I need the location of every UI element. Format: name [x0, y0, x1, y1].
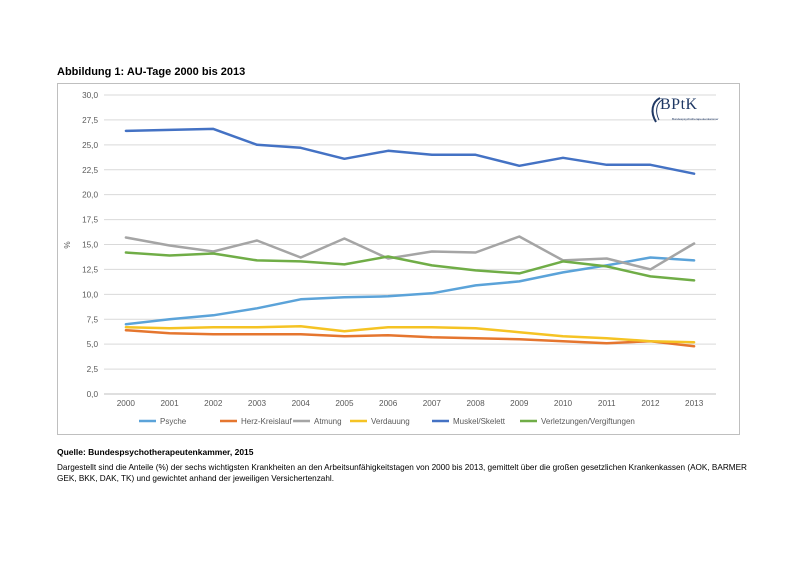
grid-lines [104, 94, 716, 395]
y-tick-label: 10,0 [82, 290, 98, 299]
x-tick-label: 2005 [335, 399, 354, 408]
y-tick-label: 22,5 [82, 166, 98, 175]
series-line-muskel-skelett [124, 127, 696, 175]
y-tick-label: 5,0 [87, 340, 99, 349]
legend-item: Verdauung [350, 417, 410, 426]
legend-label: Psyche [160, 417, 187, 426]
y-tick-label: 20,0 [82, 191, 98, 200]
logo-swoosh-icon [651, 97, 663, 123]
legend-item: Herz-Kreislauf [220, 417, 292, 426]
x-tick-label: 2006 [379, 399, 398, 408]
x-axis-ticks: 2000 2001 2002 2003 2004 2005 2006 2007 2008 2009… [117, 399, 704, 408]
y-tick-label: 27,5 [82, 116, 98, 125]
y-tick-label: 30,0 [82, 91, 98, 100]
x-tick-label: 2008 [466, 399, 485, 408]
legend-item: Muskel/Skelett [432, 417, 506, 426]
figure-title: Abbildung 1: AU-Tage 2000 bis 2013 [57, 66, 246, 78]
legend-item: Atmung [293, 417, 342, 426]
y-axis-ticks: 0,0 2,5 5,0 7,5 10,0 12,5 15,0 17,5 20,0 22,5 25,0… [82, 91, 98, 399]
source-note: Quelle: Bundespsychotherapeutenkammer, 2… [57, 447, 254, 457]
x-tick-label: 2012 [641, 399, 660, 408]
series-line-atmung [124, 235, 696, 271]
x-tick-label: 2003 [248, 399, 267, 408]
y-axis-label: % [63, 241, 72, 248]
legend-item: Verletzungen/Vergiftungen [520, 417, 635, 426]
x-tick-label: 2000 [117, 399, 136, 408]
y-tick-label: 17,5 [82, 216, 98, 225]
x-tick-label: 2010 [554, 399, 573, 408]
series-line-verdauung [124, 324, 696, 344]
x-tick-label: 2007 [423, 399, 442, 408]
chart-frame [57, 83, 740, 435]
legend: Psyche Herz-Kreislauf Atmung Verdauung Muske… [139, 417, 635, 426]
legend-label: Atmung [314, 417, 342, 426]
legend-label: Verdauung [371, 417, 410, 426]
y-tick-label: 25,0 [82, 141, 98, 150]
legend-label: Herz-Kreislauf [241, 417, 292, 426]
x-tick-label: 2013 [685, 399, 704, 408]
y-tick-label: 0,0 [87, 390, 99, 399]
legend-label: Muskel/Skelett [453, 417, 506, 426]
x-tick-label: 2001 [160, 399, 179, 408]
logo-text: BPtK [660, 96, 698, 113]
series-line-herz-kreislauf [124, 328, 696, 348]
bptk-logo: BPtK Bundespsychotherapeutenkammer [646, 96, 726, 126]
y-tick-label: 15,0 [82, 241, 98, 250]
x-tick-label: 2009 [510, 399, 529, 408]
legend-label: Verletzungen/Vergiftungen [541, 417, 635, 426]
y-tick-label: 7,5 [87, 315, 99, 324]
series-line-verletzungen-vergiftungen [124, 251, 696, 282]
description-note: Dargestellt sind die Anteile (%) der sec… [57, 463, 747, 483]
series-lines [124, 127, 696, 348]
y-tick-label: 12,5 [82, 265, 98, 274]
x-tick-label: 2011 [598, 399, 616, 408]
y-tick-label: 2,5 [87, 365, 99, 374]
logo-subtext: Bundespsychotherapeutenkammer [672, 117, 719, 121]
x-tick-label: 2002 [204, 399, 223, 408]
legend-item: Psyche [139, 417, 187, 426]
x-tick-label: 2004 [292, 399, 311, 408]
